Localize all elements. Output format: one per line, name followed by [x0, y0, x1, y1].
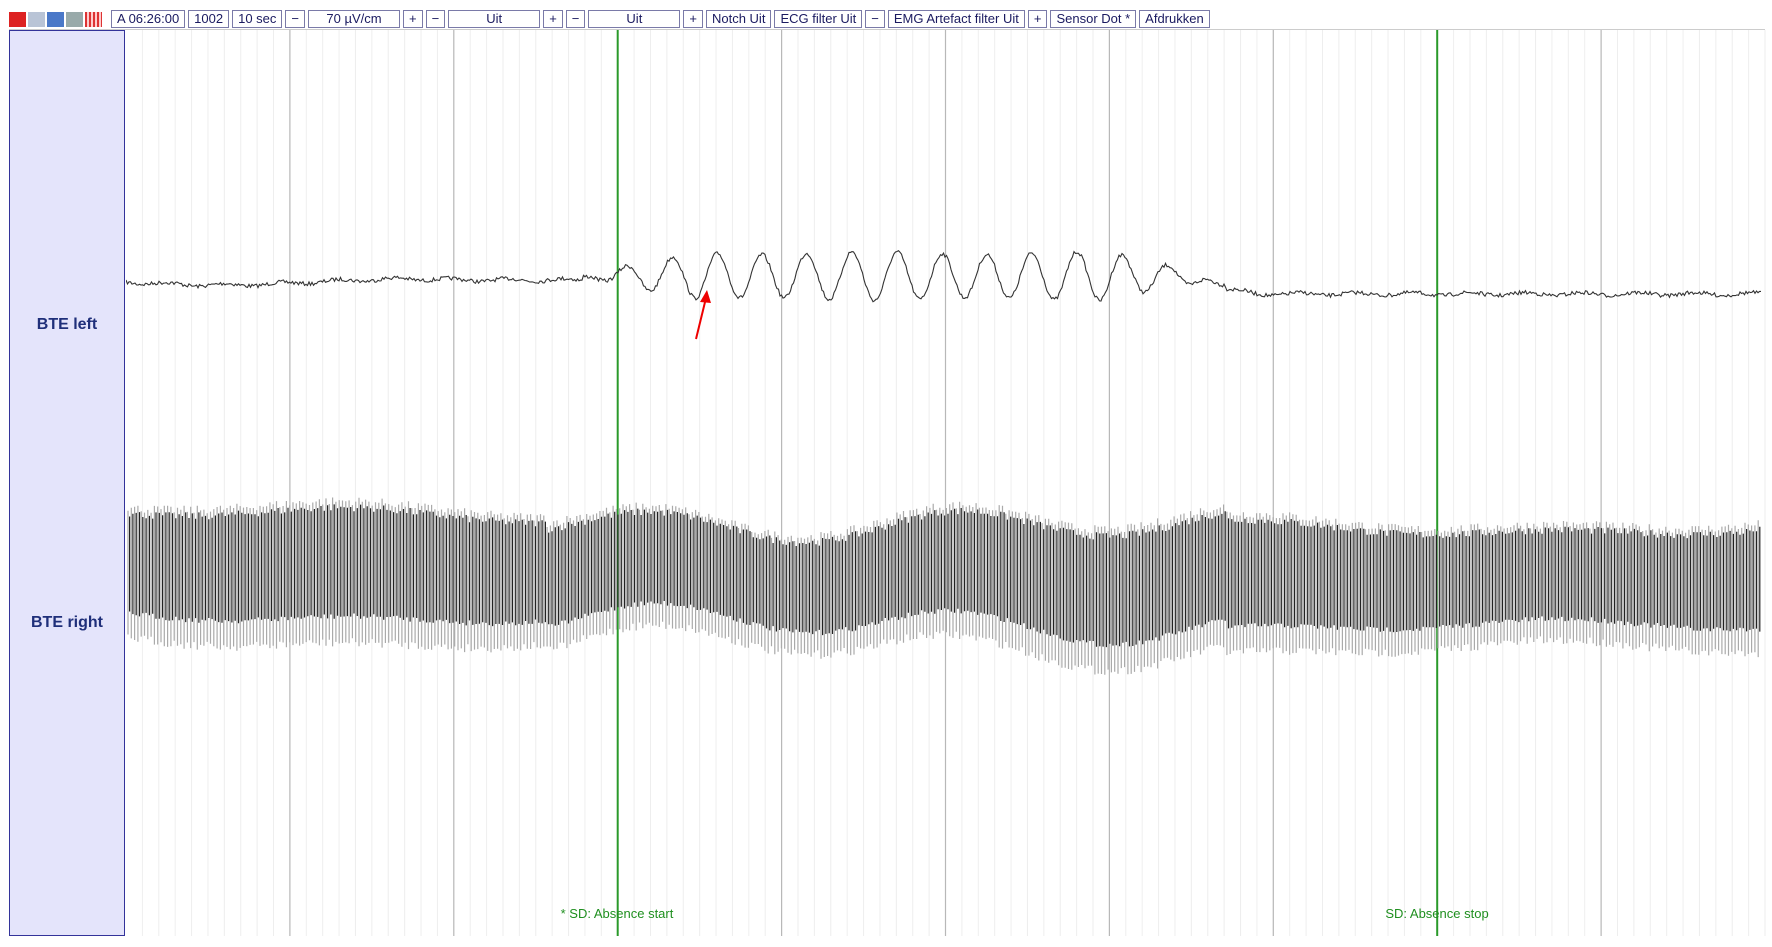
arrow	[695, 297, 707, 340]
toolbar-button[interactable]: +	[543, 10, 563, 28]
eeg-trace	[126, 250, 1761, 303]
traces	[126, 250, 1761, 675]
toolbar-button[interactable]: ECG filter Uit	[774, 10, 863, 28]
channel-label: BTE right	[31, 614, 103, 631]
toolbar-button[interactable]: −	[285, 10, 305, 28]
toolbar-button[interactable]: Uit	[588, 10, 681, 28]
toolbar-icons	[9, 11, 102, 27]
eeg-plot: * SD: Absence start SD: Absence stop	[126, 30, 1766, 936]
annotation: * SD: Absence start	[561, 906, 674, 921]
toolbar-button[interactable]: −	[565, 10, 586, 28]
channel-label: BTE left	[36, 316, 98, 333]
icon[interactable]	[9, 11, 26, 27]
toolbar-button[interactable]: Afdrukken	[1139, 10, 1210, 28]
toolbar: A 06:26:00 1002 10 sec −70 µV/cm + − Uit + − Uit +…	[9, 9, 1765, 30]
arrow-head	[700, 290, 711, 303]
toolbar-button[interactable]: Notch Uit	[705, 10, 772, 28]
toolbar-button[interactable]: 10 sec	[232, 10, 283, 28]
icon[interactable]	[66, 11, 83, 27]
eeg-trace-envelope	[127, 497, 1759, 675]
toolbar-button[interactable]: 70 µV/cm	[308, 10, 400, 28]
toolbar-button[interactable]: +	[403, 10, 423, 28]
icon[interactable]	[85, 11, 102, 27]
eeg-trace	[129, 504, 1761, 648]
toolbar-button[interactable]: −	[425, 10, 446, 28]
toolbar-button[interactable]: −	[865, 10, 885, 28]
toolbar-button[interactable]: EMG Artefact filter Uit	[887, 10, 1025, 28]
toolbar-button[interactable]: +	[1027, 10, 1048, 28]
toolbar-button[interactable]: Uit	[448, 10, 541, 28]
icon[interactable]	[28, 11, 45, 27]
icon[interactable]	[47, 11, 64, 27]
toolbar-button[interactable]: Sensor Dot *	[1050, 10, 1137, 28]
toolbar-button[interactable]: +	[683, 10, 703, 28]
channel-panel: BTE left BTE right	[9, 30, 125, 936]
annotation: SD: Absence stop	[1385, 906, 1488, 921]
toolbar-button[interactable]: 1002	[188, 10, 230, 28]
grid	[141, 30, 1766, 936]
toolbar-button[interactable]: A 06:26:00	[111, 10, 186, 28]
